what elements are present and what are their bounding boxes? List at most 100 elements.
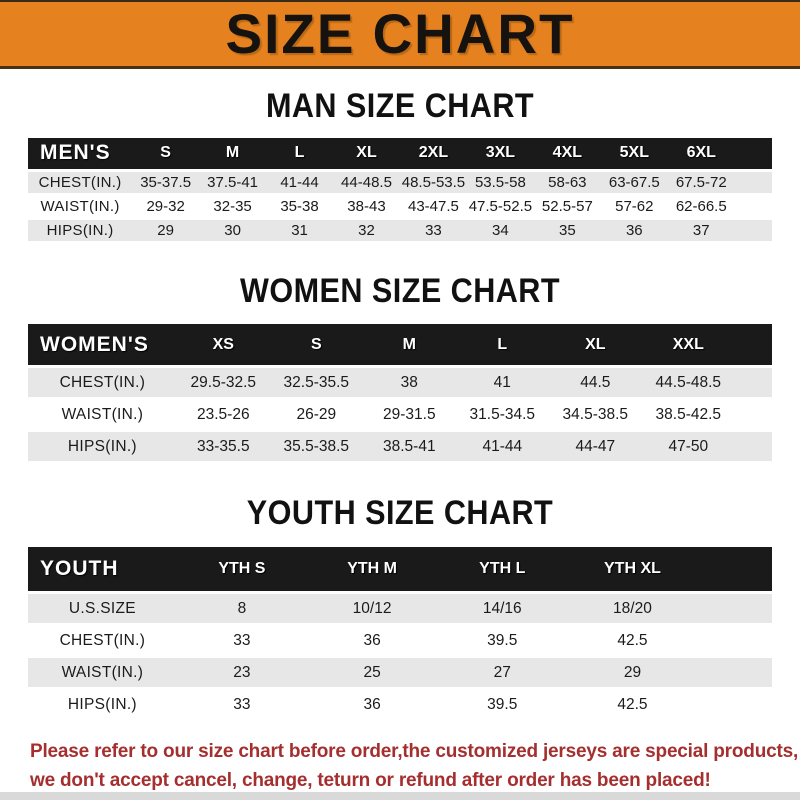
size-value-cell: 33: [399, 219, 467, 241]
column-header-cell: 2XL: [399, 137, 467, 169]
spacer-cell: [734, 219, 772, 241]
size-value-cell: 39.5: [437, 626, 568, 656]
size-value-cell: 47.5-52.5: [466, 195, 534, 217]
footer-note: Please refer to our size chart before or…: [30, 738, 800, 795]
row-label-cell: HIPS(IN.): [28, 219, 133, 241]
size-value-cell: 38.5-42.5: [641, 400, 735, 430]
table-row: CHEST(IN.) 33 36 39.5 42.5: [28, 626, 772, 656]
bottom-strip: [0, 792, 800, 800]
size-value-cell: 35: [533, 219, 601, 241]
size-value-cell: 31: [266, 219, 334, 241]
column-header-cell: YTH L: [437, 547, 568, 592]
size-value-cell: 37: [667, 219, 735, 241]
column-header-cell: L: [455, 324, 549, 366]
size-value-cell: 32.5-35.5: [269, 368, 363, 398]
table-row: CHEST(IN.) 29.5-32.5 32.5-35.5 38 41 44.5 44.5…: [28, 368, 772, 398]
table-header-row: WOMEN'S XS S M L XL XXL: [28, 324, 772, 366]
size-value-cell: 44-48.5: [333, 171, 400, 193]
size-value-cell: 14/16: [437, 594, 568, 624]
size-value-cell: 25: [306, 658, 438, 688]
size-value-cell: 36: [600, 219, 668, 241]
size-value-cell: 33: [176, 690, 307, 720]
size-value-cell: 53.5-58: [466, 171, 534, 193]
table-header-label: WOMEN'S: [28, 324, 177, 366]
men-section: MAN SIZE CHART MEN'S S M L XL 2XL 3XL 4XL 5XL 6XL…: [0, 87, 800, 244]
size-value-cell: 30: [199, 219, 267, 241]
size-value-cell: 33-35.5: [176, 432, 270, 462]
size-value-cell: 34: [466, 219, 534, 241]
spacer-cell: [697, 547, 772, 592]
men-section-title: MAN SIZE CHART: [265, 87, 535, 125]
size-value-cell: 44.5-48.5: [641, 368, 735, 398]
spacer-cell: [697, 690, 772, 720]
size-value-cell: 29-32: [132, 195, 200, 217]
spacer-cell: [697, 626, 772, 656]
table-row: HIPS(IN.) 33 36 39.5 42.5: [28, 690, 772, 720]
column-header-cell: 3XL: [466, 137, 534, 169]
table-header-label: MEN'S: [28, 137, 133, 169]
size-value-cell: 29: [567, 658, 698, 688]
size-value-cell: 57-62: [600, 195, 668, 217]
table-header-row: MEN'S S M L XL 2XL 3XL 4XL 5XL 6XL: [28, 137, 772, 169]
size-value-cell: 42.5: [567, 690, 698, 720]
size-value-cell: 38.5-41: [362, 432, 456, 462]
column-header-cell: XL: [333, 137, 400, 169]
table-header-label: YOUTH: [28, 547, 177, 592]
column-header-cell: XXL: [641, 324, 735, 366]
column-header-cell: 6XL: [667, 137, 735, 169]
size-value-cell: 39.5: [437, 690, 568, 720]
size-value-cell: 29.5-32.5: [176, 368, 270, 398]
column-header-cell: S: [269, 324, 363, 366]
size-value-cell: 41-44: [266, 171, 334, 193]
size-value-cell: 18/20: [567, 594, 698, 624]
size-value-cell: 42.5: [567, 626, 698, 656]
size-value-cell: 33: [176, 626, 307, 656]
size-value-cell: 31.5-34.5: [455, 400, 549, 430]
spacer-cell: [734, 195, 772, 217]
column-header-cell: YTH M: [306, 547, 438, 592]
size-value-cell: 26-29: [269, 400, 363, 430]
row-label-cell: WAIST(IN.): [28, 400, 177, 430]
spacer-cell: [734, 137, 772, 169]
spacer-cell: [734, 432, 772, 462]
column-header-cell: XL: [548, 324, 642, 366]
size-value-cell: 67.5-72: [667, 171, 735, 193]
column-header-cell: M: [362, 324, 456, 366]
size-value-cell: 41: [455, 368, 549, 398]
note-line-1: Please refer to our size chart before or…: [30, 741, 799, 763]
table-row: WAIST(IN.) 23.5-26 26-29 29-31.5 31.5-34.5 34…: [28, 400, 772, 430]
size-value-cell: 35-38: [266, 195, 334, 217]
table-row: HIPS(IN.) 29 30 31 32 33 34 35 36 37: [28, 219, 772, 241]
size-value-cell: 35.5-38.5: [269, 432, 363, 462]
spacer-cell: [734, 368, 772, 398]
top-banner: SIZE CHART: [0, 0, 800, 69]
spacer-cell: [734, 324, 772, 366]
size-value-cell: 23.5-26: [176, 400, 270, 430]
row-label-cell: U.S.SIZE: [28, 594, 177, 624]
column-header-cell: 4XL: [533, 137, 601, 169]
spacer-cell: [697, 594, 772, 624]
youth-section: YOUTH SIZE CHART YOUTH YTH S YTH M YTH L YTH…: [0, 496, 800, 722]
column-header-cell: L: [266, 137, 334, 169]
size-value-cell: 58-63: [533, 171, 601, 193]
size-value-cell: 44.5: [548, 368, 642, 398]
youth-section-title: YOUTH SIZE CHART: [246, 494, 554, 533]
youth-size-table: YOUTH YTH S YTH M YTH L YTH XL U.S.SIZE 8 10/12…: [28, 544, 772, 722]
size-value-cell: 32-35: [199, 195, 267, 217]
row-label-cell: HIPS(IN.): [28, 432, 177, 462]
men-size-table: MEN'S S M L XL 2XL 3XL 4XL 5XL 6XL CHEST(IN.) 35-37…: [28, 135, 772, 244]
size-value-cell: 32: [333, 219, 400, 241]
column-header-cell: YTH XL: [567, 547, 698, 592]
size-value-cell: 38-43: [333, 195, 400, 217]
size-value-cell: 48.5-53.5: [399, 171, 467, 193]
size-value-cell: 10/12: [306, 594, 438, 624]
row-label-cell: HIPS(IN.): [28, 690, 177, 720]
size-value-cell: 36: [306, 690, 438, 720]
table-row: WAIST(IN.) 23 25 27 29: [28, 658, 772, 688]
row-label-cell: CHEST(IN.): [28, 626, 177, 656]
size-value-cell: 29-31.5: [362, 400, 456, 430]
size-value-cell: 37.5-41: [199, 171, 267, 193]
size-value-cell: 62-66.5: [667, 195, 735, 217]
spacer-cell: [734, 171, 772, 193]
